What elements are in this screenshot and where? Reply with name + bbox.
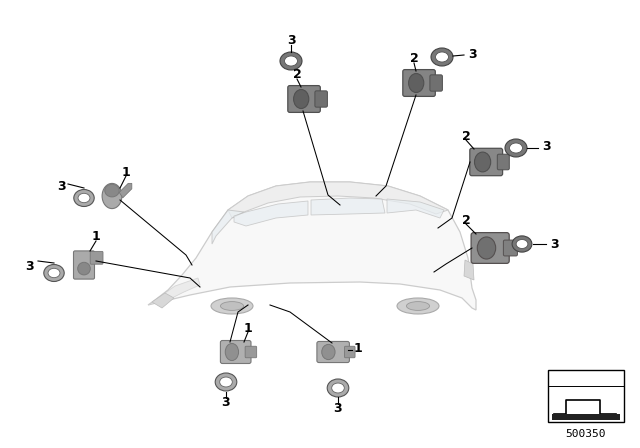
Polygon shape	[148, 182, 476, 310]
Ellipse shape	[474, 152, 491, 172]
Text: 3: 3	[221, 396, 230, 409]
Ellipse shape	[220, 302, 244, 310]
Polygon shape	[234, 201, 308, 226]
Ellipse shape	[215, 373, 237, 391]
Text: 3: 3	[468, 48, 477, 61]
FancyBboxPatch shape	[74, 251, 95, 279]
Ellipse shape	[105, 184, 119, 197]
Ellipse shape	[406, 302, 429, 310]
FancyBboxPatch shape	[497, 154, 509, 170]
Text: 1: 1	[244, 322, 252, 335]
Ellipse shape	[509, 143, 522, 153]
Text: 3: 3	[287, 34, 295, 47]
FancyBboxPatch shape	[430, 75, 442, 91]
FancyBboxPatch shape	[245, 346, 257, 358]
Text: 3: 3	[26, 260, 35, 273]
Ellipse shape	[327, 379, 349, 397]
Polygon shape	[165, 278, 200, 300]
FancyBboxPatch shape	[403, 69, 435, 96]
Text: 2: 2	[410, 52, 419, 65]
Text: 3: 3	[550, 237, 559, 250]
Polygon shape	[228, 182, 448, 218]
Polygon shape	[212, 210, 244, 244]
FancyBboxPatch shape	[288, 86, 320, 112]
Ellipse shape	[225, 344, 239, 361]
Text: 3: 3	[542, 141, 550, 154]
Ellipse shape	[285, 56, 298, 66]
Ellipse shape	[44, 264, 64, 281]
Text: 3: 3	[333, 401, 342, 414]
FancyBboxPatch shape	[470, 148, 502, 176]
FancyBboxPatch shape	[220, 340, 251, 363]
Ellipse shape	[477, 237, 496, 259]
Ellipse shape	[220, 377, 232, 387]
Text: 1: 1	[354, 341, 363, 354]
Ellipse shape	[48, 268, 60, 278]
Bar	[552, 414, 620, 420]
Ellipse shape	[397, 298, 439, 314]
Ellipse shape	[211, 298, 253, 314]
Text: 1: 1	[92, 231, 100, 244]
Ellipse shape	[505, 139, 527, 157]
Text: 2: 2	[292, 69, 301, 82]
FancyBboxPatch shape	[90, 251, 103, 264]
Polygon shape	[152, 293, 174, 308]
Text: 500350: 500350	[566, 429, 606, 439]
Ellipse shape	[280, 52, 302, 70]
FancyBboxPatch shape	[471, 233, 509, 263]
Ellipse shape	[512, 236, 532, 252]
Ellipse shape	[332, 383, 344, 393]
Polygon shape	[119, 183, 132, 198]
FancyBboxPatch shape	[317, 341, 349, 362]
Polygon shape	[387, 199, 444, 218]
Text: 2: 2	[461, 214, 470, 227]
Text: 3: 3	[58, 180, 67, 193]
Ellipse shape	[408, 73, 424, 92]
FancyBboxPatch shape	[344, 346, 355, 358]
Ellipse shape	[322, 345, 335, 360]
Ellipse shape	[435, 52, 449, 62]
Ellipse shape	[74, 190, 94, 207]
Ellipse shape	[77, 262, 90, 275]
Text: 1: 1	[122, 165, 131, 178]
Ellipse shape	[102, 183, 122, 209]
Bar	[548, 370, 624, 422]
Text: 2: 2	[461, 129, 470, 142]
Ellipse shape	[516, 240, 528, 249]
FancyBboxPatch shape	[504, 240, 517, 256]
Polygon shape	[464, 260, 474, 280]
Polygon shape	[311, 198, 385, 215]
FancyBboxPatch shape	[315, 91, 328, 107]
Ellipse shape	[294, 90, 309, 108]
Ellipse shape	[78, 194, 90, 202]
Ellipse shape	[431, 48, 453, 66]
